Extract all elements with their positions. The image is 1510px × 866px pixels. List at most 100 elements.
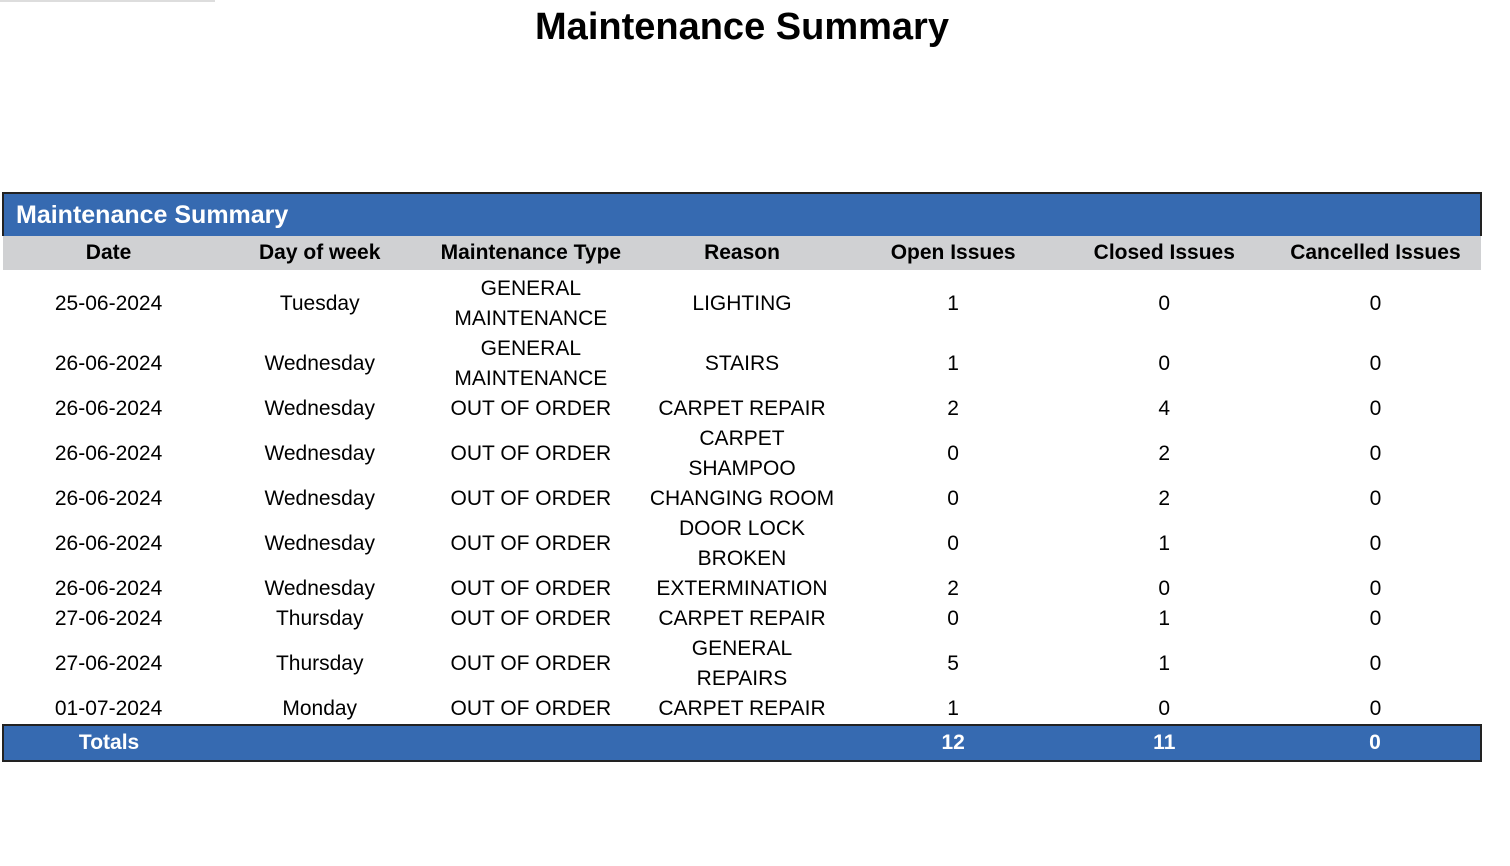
totals-cell: 11	[1058, 724, 1270, 762]
table-row: 27-06-2024 Thursday OUT OF ORDER CARPET REP…	[3, 604, 1481, 634]
table-cell: Monday	[282, 697, 358, 720]
table-cell: Thursday	[275, 652, 364, 675]
table-row: 26-06-2024 Wednesday OUT OF ORDER EXTERMINA…	[3, 574, 1481, 604]
table-cell: CARPET REPAIR	[658, 397, 826, 420]
table-cell: Wednesday	[264, 577, 375, 600]
totals-row: Totals 12 11 0	[1, 724, 1483, 762]
table-cell: DOOR LOCK BROKEN	[678, 517, 805, 570]
totals-spacer	[636, 724, 848, 762]
table-cell: Wednesday	[264, 397, 375, 420]
table-cell: 0	[1369, 607, 1382, 630]
table-row: 27-06-2024 Thursday OUT OF ORDER GENERAL RE…	[3, 634, 1481, 694]
table-cell: GENERAL MAINTENANCE	[454, 337, 608, 390]
table-cell: 0	[947, 607, 959, 630]
table-cell: CARPET SHAMPOO	[688, 427, 796, 480]
table-cell: 1	[947, 292, 959, 315]
table-cell: Wednesday	[264, 352, 375, 375]
table-cell: STAIRS	[704, 352, 780, 375]
page-title: Maintenance Summary	[535, 6, 949, 48]
table-cell: 1	[947, 697, 959, 720]
table-cell: 0	[1369, 442, 1382, 465]
table-cell: OUT OF ORDER	[450, 652, 612, 675]
totals-spacer	[425, 724, 637, 762]
divider	[0, 0, 215, 2]
table-cell: Tuesday	[279, 292, 360, 315]
table-cell: 2	[1158, 487, 1171, 510]
table-cell: 1	[1158, 532, 1171, 555]
table-cell: 26-06-2024	[54, 577, 163, 600]
table-cell: OUT OF ORDER	[450, 697, 612, 720]
table-cell: 1	[947, 352, 959, 375]
table-cell: Wednesday	[264, 532, 375, 555]
table-cell: 27-06-2024	[54, 652, 163, 675]
caption-row: Maintenance Summary	[2, 192, 1482, 236]
table-cell: 27-06-2024	[54, 607, 163, 630]
table-cell: GENERAL REPAIRS	[691, 637, 793, 690]
table-cell: Wednesday	[264, 487, 375, 510]
table-cell: OUT OF ORDER	[450, 487, 612, 510]
table-row: 26-06-2024 Wednesday OUT OF ORDER CHANGING …	[3, 484, 1481, 514]
table-cell: 0	[1158, 292, 1171, 315]
column-header: Maintenance Type	[425, 236, 637, 270]
table-cell: 26-06-2024	[54, 442, 163, 465]
header-row: Date Day of week Maintenance Type Reason Ope…	[3, 236, 1481, 270]
table-cell: 26-06-2024	[54, 532, 163, 555]
table-cell: 2	[947, 577, 959, 600]
table-row: 25-06-2024 Tuesday GENERAL MAINTENANCE LIGH…	[3, 270, 1481, 334]
table-cell: 0	[1369, 292, 1382, 315]
column-header: Open Issues	[847, 236, 1059, 270]
table-cell: CARPET REPAIR	[658, 607, 826, 630]
table-cell: 0	[947, 532, 959, 555]
column-header: Day of week	[214, 236, 426, 270]
totals-spacer	[214, 724, 426, 762]
table-row: 26-06-2024 Wednesday OUT OF ORDER CARPET SH…	[3, 424, 1481, 484]
totals-cell: 12	[847, 724, 1059, 762]
table-cell: GENERAL MAINTENANCE	[454, 277, 608, 330]
table-cell: 1	[1158, 607, 1171, 630]
table-cell: 4	[1158, 397, 1171, 420]
table-cell: OUT OF ORDER	[450, 607, 612, 630]
table-cell: 0	[1369, 397, 1382, 420]
table-cell: 2	[1158, 442, 1171, 465]
table-row: 01-07-2024 Monday OUT OF ORDER CARPET REPAI…	[3, 694, 1481, 725]
column-header: Closed Issues	[1058, 236, 1270, 270]
table-cell: 26-06-2024	[54, 352, 163, 375]
table-cell: 0	[1369, 697, 1382, 720]
table-cell: 0	[947, 442, 959, 465]
column-header: Reason	[636, 236, 848, 270]
table-body: 25-06-2024 Tuesday GENERAL MAINTENANCE LIGH…	[1, 270, 1483, 762]
table-cell: OUT OF ORDER	[450, 532, 612, 555]
table-cell: 01-07-2024	[54, 697, 163, 720]
table-cell: Thursday	[275, 607, 364, 630]
table-cell: CARPET REPAIR	[658, 697, 826, 720]
table-cell: 0	[1158, 577, 1171, 600]
table-caption: Maintenance Summary	[2, 192, 1482, 236]
table-row: 26-06-2024 Wednesday OUT OF ORDER DOOR LOCK…	[3, 514, 1481, 574]
table-cell: 0	[1369, 487, 1382, 510]
table-cell: 0	[1158, 352, 1171, 375]
totals-label: Totals	[1, 724, 215, 762]
table-cell: 0	[1369, 532, 1382, 555]
column-header: Cancelled Issues	[1269, 236, 1481, 270]
table-cell: 0	[1369, 577, 1382, 600]
table-row: 26-06-2024 Wednesday OUT OF ORDER CARPET RE…	[3, 394, 1481, 424]
table-cell: LIGHTING	[692, 292, 792, 315]
table-cell: EXTERMINATION	[656, 577, 828, 600]
table-cell: 1	[1158, 652, 1171, 675]
table-cell: 5	[947, 652, 959, 675]
table-cell: CHANGING ROOM	[649, 487, 835, 510]
summary-table: Maintenance Summary Date Day of week Maint…	[1, 192, 1483, 762]
table-cell: 0	[947, 487, 959, 510]
table-row: 26-06-2024 Wednesday GENERAL MAINTENANCE ST…	[3, 334, 1481, 394]
table-cell: 0	[1158, 697, 1171, 720]
table-cell: OUT OF ORDER	[450, 397, 612, 420]
table-cell: 25-06-2024	[54, 292, 163, 315]
totals-cell: 0	[1269, 724, 1483, 762]
column-header: Date	[3, 236, 215, 270]
table-cell: Wednesday	[264, 442, 375, 465]
table-cell: OUT OF ORDER	[450, 577, 612, 600]
table-cell: 26-06-2024	[54, 487, 163, 510]
table-cell: OUT OF ORDER	[450, 442, 612, 465]
table-cell: 2	[947, 397, 959, 420]
